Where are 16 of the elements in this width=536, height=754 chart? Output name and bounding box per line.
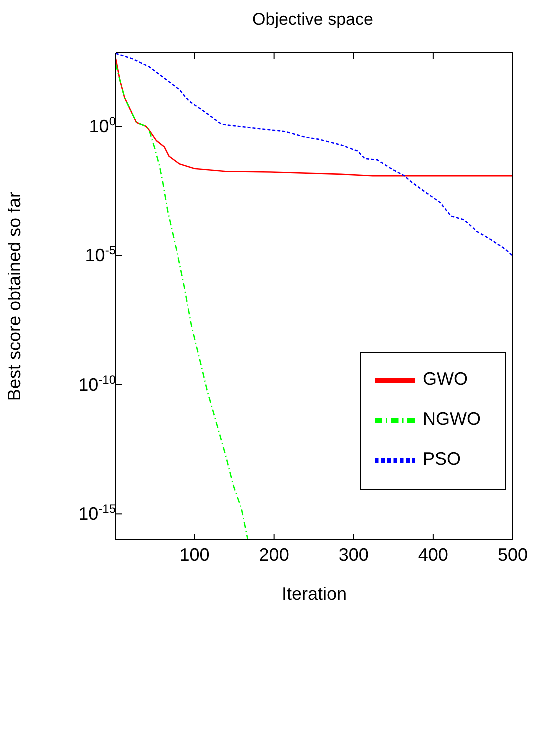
- y-tick-label: 10$^{0}$: [89, 114, 116, 137]
- y-tick-label: 10$^{-15}$: [78, 502, 116, 524]
- line-series: [116, 58, 513, 177]
- x-tick-label: 400: [418, 544, 448, 565]
- x-tick-label: 100: [180, 544, 210, 565]
- x-tick-label: 500: [498, 544, 528, 565]
- legend-label: PSO: [423, 449, 462, 470]
- legend-label: NGWO: [423, 409, 481, 430]
- x-axis-title: Iteration: [282, 584, 348, 604]
- chart-title: Objective space: [252, 9, 374, 31]
- x-tick-label: 300: [338, 544, 369, 565]
- y-tick-label: 10$^{-10}$: [78, 372, 116, 395]
- legend-label: GWO: [423, 369, 468, 390]
- y-tick-label: 10$^{-5}$: [85, 244, 116, 266]
- x-tick-label: 200: [259, 544, 290, 565]
- line-series: [116, 64, 249, 540]
